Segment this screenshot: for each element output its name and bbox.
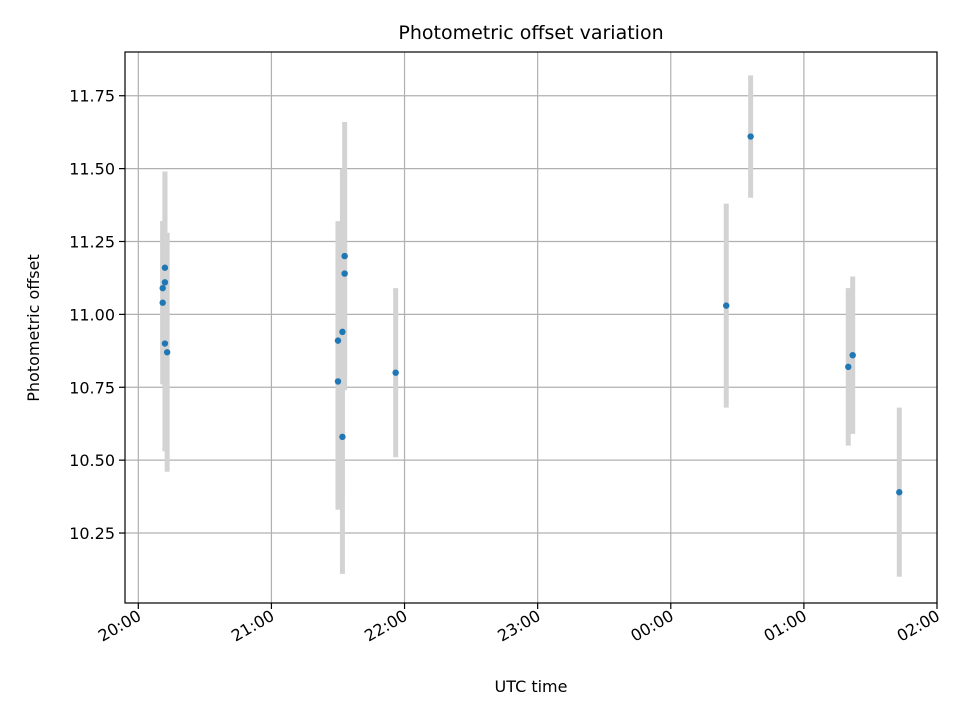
data-point — [161, 264, 169, 271]
y-tick-label: 10.50 — [69, 451, 115, 470]
data-point — [896, 489, 903, 496]
y-axis-label: Photometric offset — [24, 254, 43, 402]
plot-frame — [124, 51, 938, 604]
data-point — [161, 279, 169, 286]
y-tick-label: 11.50 — [69, 160, 115, 179]
y-tick-label: 11.25 — [69, 232, 115, 251]
data-point — [339, 328, 346, 336]
y-tick-label: 11.00 — [69, 305, 115, 324]
data-point — [849, 351, 856, 359]
data-point — [747, 133, 754, 140]
data-point — [341, 270, 348, 277]
data-point — [159, 284, 166, 292]
grid — [125, 52, 938, 603]
data-points — [159, 133, 903, 496]
y-axis: 10.25 10.50 10.75 11.00 11.25 11.50 11.75 — [69, 87, 125, 543]
data-point — [845, 363, 852, 371]
data-point — [339, 433, 346, 441]
data-point — [161, 340, 169, 347]
y-tick-label: 10.75 — [69, 378, 115, 397]
y-tick-label: 11.75 — [69, 87, 115, 106]
data-point — [392, 369, 399, 376]
data-point — [163, 349, 171, 356]
y-tick-label: 10.25 — [69, 524, 115, 543]
data-point — [334, 337, 342, 344]
chart-title: Photometric offset variation — [398, 22, 663, 44]
data-point — [341, 252, 348, 260]
data-point — [159, 299, 166, 306]
x-axis-label: UTC time — [495, 677, 568, 696]
data-point — [334, 378, 342, 385]
data-point — [723, 302, 730, 309]
